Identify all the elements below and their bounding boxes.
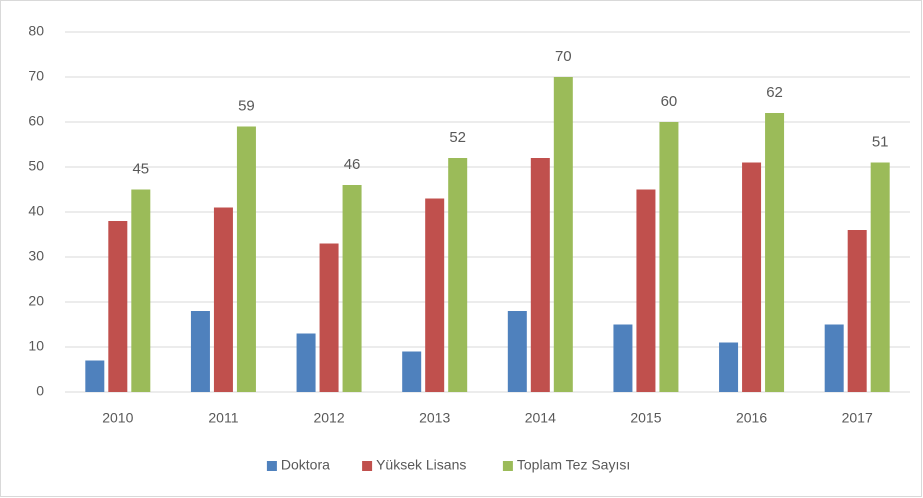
x-tick-label: 2016 — [736, 410, 767, 426]
x-tick-label: 2017 — [842, 410, 873, 426]
bar — [765, 113, 785, 392]
bar — [131, 189, 151, 392]
x-tick-label: 2010 — [102, 410, 133, 426]
bar — [236, 126, 256, 392]
data-label: 45 — [132, 160, 149, 177]
x-tick-label: 2011 — [208, 410, 238, 426]
y-tick-label: 80 — [28, 23, 44, 39]
bar — [296, 333, 316, 392]
legend-label: Toplam Tez Sayısı — [517, 457, 630, 473]
data-label: 70 — [555, 48, 572, 65]
y-tick-label: 40 — [28, 203, 44, 219]
legend-swatch — [266, 461, 277, 471]
data-label: 60 — [661, 93, 678, 110]
bar — [613, 324, 633, 392]
y-tick-label: 0 — [36, 383, 44, 399]
x-tick-label: 2015 — [630, 410, 661, 426]
bar — [342, 185, 362, 392]
bar — [847, 230, 867, 392]
bar — [824, 324, 844, 392]
bar — [402, 351, 422, 392]
y-tick-label: 20 — [28, 293, 44, 309]
y-tick-label: 10 — [28, 338, 44, 354]
bar — [190, 311, 210, 392]
bar — [742, 162, 762, 392]
bar — [425, 198, 445, 392]
y-tick-label: 30 — [28, 248, 44, 264]
x-tick-label: 2013 — [419, 410, 450, 426]
bar — [507, 311, 527, 392]
bar — [870, 162, 890, 392]
bar — [659, 122, 679, 392]
data-label: 62 — [766, 84, 783, 101]
bar — [85, 360, 105, 392]
x-tick-label: 2014 — [525, 410, 556, 426]
bar — [319, 243, 339, 392]
legend-label: Doktora — [281, 457, 330, 473]
y-tick-label: 70 — [28, 68, 44, 84]
legend-swatch — [362, 461, 373, 471]
bar — [530, 158, 550, 392]
bar — [636, 189, 656, 392]
bar — [108, 221, 128, 392]
bar — [553, 77, 573, 392]
data-label: 51 — [872, 133, 889, 150]
legend-label: Yüksek Lisans — [376, 457, 466, 473]
data-label: 52 — [449, 129, 466, 146]
bar — [213, 207, 233, 392]
data-label: 46 — [344, 156, 361, 173]
bar — [719, 342, 739, 392]
y-tick-label: 60 — [28, 113, 44, 129]
legend-swatch — [502, 461, 513, 471]
y-tick-label: 50 — [28, 158, 44, 174]
bar — [448, 158, 468, 392]
data-label: 59 — [238, 97, 255, 114]
x-tick-label: 2012 — [313, 410, 344, 426]
